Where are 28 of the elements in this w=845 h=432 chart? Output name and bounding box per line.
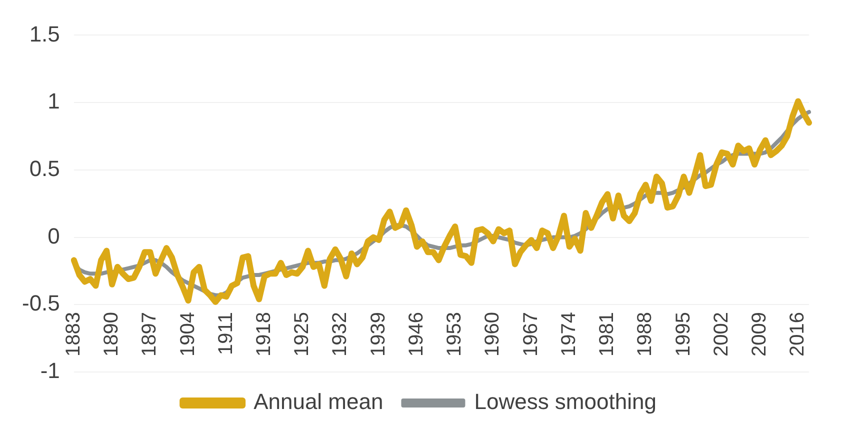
x-tick-label: 1995 — [672, 312, 694, 357]
y-tick-label: 0 — [48, 223, 60, 248]
x-tick-label: 1953 — [444, 312, 466, 357]
x-tick-label: 1939 — [367, 312, 390, 357]
x-tick-label: 1974 — [558, 312, 580, 357]
y-tick-label: 1 — [48, 88, 60, 114]
y-tick-label: -0.5 — [22, 290, 60, 316]
x-tick-label: 1967 — [520, 312, 542, 357]
x-tick-label: 2009 — [748, 312, 771, 357]
x-tick-label: 1918 — [253, 312, 276, 357]
x-tick-label: 1925 — [291, 312, 314, 357]
x-tick-label: 1988 — [634, 312, 656, 357]
x-tick-label: 1904 — [176, 312, 199, 357]
legend-label: Annual mean — [254, 389, 384, 414]
y-tick-label: -1 — [40, 358, 60, 384]
x-tick-label: 1911 — [214, 312, 237, 356]
x-tick-label: 1960 — [482, 312, 504, 357]
x-tick-label: 1981 — [596, 312, 618, 357]
x-tick-label: 1932 — [329, 312, 352, 357]
y-tick-label: 0.5 — [29, 156, 60, 181]
x-tick-label: 1883 — [62, 312, 84, 357]
x-tick-label: 2002 — [710, 312, 732, 357]
x-tick-label: 1946 — [405, 312, 428, 357]
x-tick-label: 2016 — [786, 312, 809, 357]
x-tick-label: 1897 — [138, 312, 161, 357]
legend-label: Lowess smoothing — [474, 389, 656, 414]
y-tick-label: 1.5 — [29, 21, 60, 46]
x-tick-label: 1890 — [100, 312, 123, 357]
